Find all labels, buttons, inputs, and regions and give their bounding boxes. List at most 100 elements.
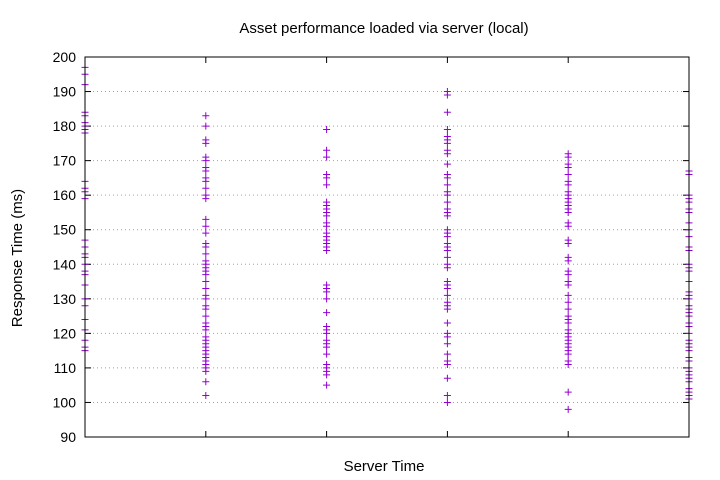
data-point	[564, 291, 572, 299]
data-point	[202, 122, 210, 130]
data-point	[202, 139, 210, 147]
data-point	[443, 181, 451, 189]
data-point	[443, 253, 451, 261]
y-tick-label: 140	[53, 256, 77, 272]
data-point	[323, 153, 331, 161]
data-point	[202, 278, 210, 286]
y-axis-label: Response Time (ms)	[9, 189, 26, 327]
data-point	[323, 288, 331, 296]
data-point	[202, 271, 210, 279]
data-point	[443, 333, 451, 341]
data-point	[202, 157, 210, 165]
data-point	[564, 405, 572, 413]
data-point	[202, 284, 210, 292]
data-point	[564, 208, 572, 216]
data-point	[564, 240, 572, 248]
data-point	[323, 295, 331, 303]
data-point	[323, 246, 331, 254]
data-point	[443, 233, 451, 241]
data-point	[202, 195, 210, 203]
data-point	[564, 281, 572, 289]
data-point	[323, 381, 331, 389]
y-tick-label: 170	[53, 153, 77, 169]
data-point	[443, 350, 451, 358]
data-point	[564, 164, 572, 172]
data-point	[564, 257, 572, 265]
data-point	[202, 215, 210, 223]
data-point	[202, 392, 210, 400]
chart-title: Asset performance loaded via server (loc…	[239, 20, 528, 37]
data-point	[443, 212, 451, 220]
data-point	[564, 170, 572, 178]
data-point	[443, 340, 451, 348]
data-point	[443, 305, 451, 313]
data-point	[323, 174, 331, 182]
axis-ticks: 90 100 110 120 130 140 150 160 170 180 190 200	[53, 49, 690, 445]
data-point	[443, 191, 451, 199]
data-point	[564, 360, 572, 368]
data-point	[443, 139, 451, 147]
data-point	[202, 367, 210, 375]
data-point	[564, 271, 572, 279]
data-point	[443, 360, 451, 368]
data-point	[323, 212, 331, 220]
data-point	[443, 398, 451, 406]
data-point	[443, 264, 451, 272]
plot-frame	[84, 56, 690, 438]
data-point	[323, 343, 331, 351]
y-tick-label: 110	[54, 360, 77, 376]
data-point	[443, 108, 451, 116]
x-axis-label: Server Time	[344, 458, 425, 475]
data-point	[443, 284, 451, 292]
data-point	[323, 309, 331, 317]
data-point	[202, 167, 210, 175]
y-tick-label: 130	[53, 291, 77, 307]
y-tick-label: 90	[60, 429, 76, 445]
data-point	[443, 126, 451, 134]
data-point	[564, 305, 572, 313]
data-point	[443, 91, 451, 99]
data-point	[443, 319, 451, 327]
data-point	[564, 153, 572, 161]
data-point	[564, 298, 572, 306]
data-point	[564, 181, 572, 189]
data-point	[202, 112, 210, 120]
grid-lines	[85, 91, 689, 403]
data-point	[202, 250, 210, 258]
y-tick-label: 160	[53, 187, 77, 203]
data-point	[202, 312, 210, 320]
data-point	[323, 222, 331, 230]
data-point	[202, 326, 210, 334]
data-point	[323, 329, 331, 337]
data-point	[443, 198, 451, 206]
y-tick-label: 100	[53, 394, 77, 410]
data-point	[202, 177, 210, 185]
data-point	[443, 374, 451, 382]
data-point	[202, 229, 210, 237]
data-point	[564, 388, 572, 396]
y-tick-label: 120	[53, 325, 77, 341]
y-tick-label: 180	[53, 118, 77, 134]
data-point	[323, 146, 331, 154]
data-point	[202, 378, 210, 386]
data-point	[323, 371, 331, 379]
data-point	[202, 243, 210, 251]
data-point	[323, 181, 331, 189]
data-point	[323, 126, 331, 134]
data-point	[202, 295, 210, 303]
data-point	[443, 291, 451, 299]
y-tick-label: 190	[53, 84, 77, 100]
data-point	[443, 392, 451, 400]
data-point	[202, 184, 210, 192]
data-point	[564, 350, 572, 358]
data-point	[443, 246, 451, 254]
data-point	[202, 222, 210, 230]
data-point	[323, 350, 331, 358]
data-point	[443, 150, 451, 158]
y-tick-label: 150	[53, 222, 77, 238]
data-point	[443, 160, 451, 168]
data-point	[564, 222, 572, 230]
data-points	[81, 63, 693, 413]
data-point	[564, 319, 572, 327]
